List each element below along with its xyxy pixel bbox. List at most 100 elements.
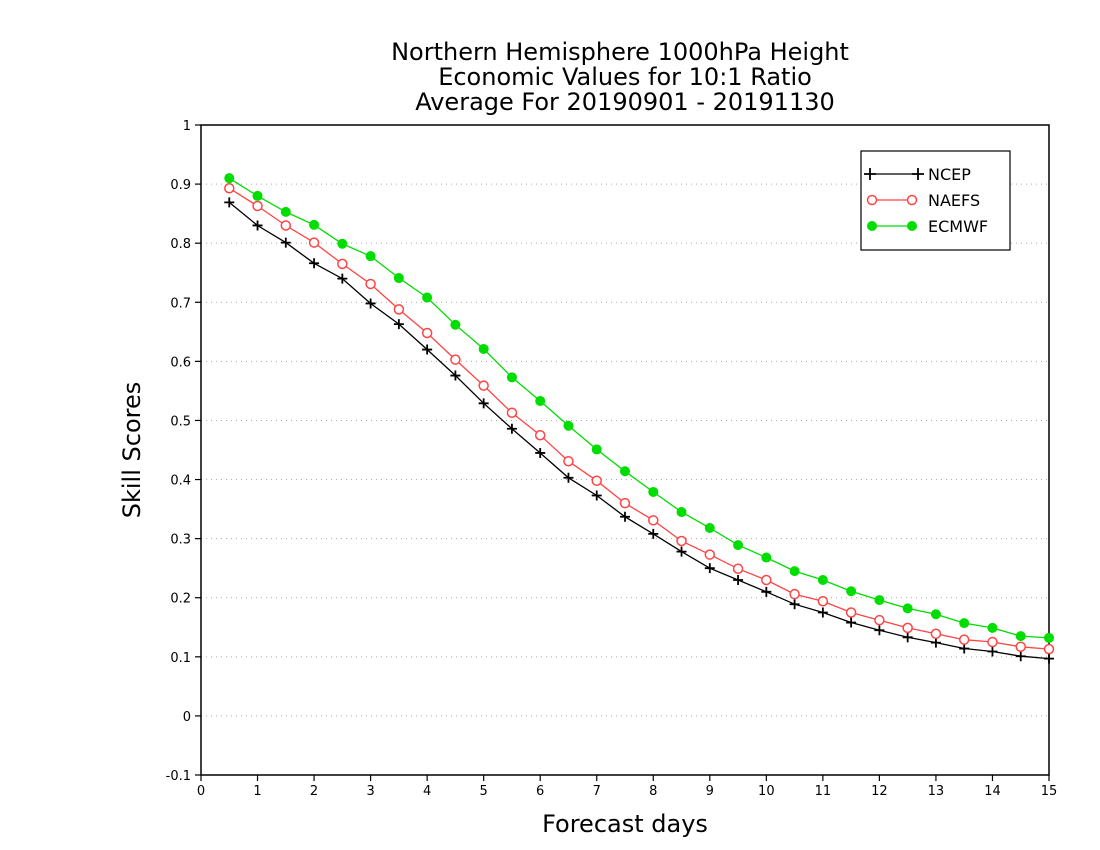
data-point-ncep xyxy=(591,490,602,501)
legend-label-ecmwf: ECMWF xyxy=(928,217,988,236)
data-point-ecmwf xyxy=(761,552,772,563)
data-point-naefs xyxy=(563,455,574,467)
legend-label-ncep: NCEP xyxy=(928,165,971,184)
data-point-ncep xyxy=(902,632,913,643)
data-point-naefs xyxy=(365,278,376,290)
gridlines xyxy=(201,183,1049,717)
data-point-ncep xyxy=(1044,653,1054,664)
data-point-naefs xyxy=(817,596,829,607)
data-point-ecmwf xyxy=(478,343,489,354)
data-point-naefs xyxy=(845,607,857,618)
data-point-ncep xyxy=(676,546,687,557)
data-point-ecmwf xyxy=(422,292,433,303)
y-tick-label: 0.2 xyxy=(170,592,191,607)
data-point-naefs xyxy=(761,574,772,586)
data-point-ecmwf xyxy=(846,586,857,597)
data-point-naefs xyxy=(732,563,744,575)
y-tick-label: 0.8 xyxy=(170,237,191,252)
data-point-naefs xyxy=(958,634,970,645)
data-point-ecmwf xyxy=(874,595,885,606)
data-point-ncep xyxy=(422,344,433,355)
data-point-ecmwf xyxy=(224,173,235,184)
y-tick-label: -0.1 xyxy=(166,769,191,784)
y-tick-label: 0.3 xyxy=(170,533,191,548)
data-point-ecmwf xyxy=(789,566,800,577)
data-point-naefs xyxy=(478,380,489,391)
data-point-ncep xyxy=(563,472,574,483)
data-point-ncep xyxy=(930,637,941,648)
data-point-ecmwf xyxy=(987,622,998,633)
data-point-ecmwf xyxy=(1044,632,1054,643)
data-point-ecmwf xyxy=(1015,631,1026,642)
data-point-ncep xyxy=(450,370,461,381)
data-point-naefs xyxy=(874,614,885,626)
data-point-naefs xyxy=(676,535,687,547)
data-point-ecmwf xyxy=(337,238,348,249)
data-point-ecmwf xyxy=(733,540,744,551)
data-point-ncep xyxy=(648,528,659,539)
data-point-ecmwf xyxy=(930,609,941,620)
data-point-ecmwf xyxy=(817,575,828,585)
x-tick-label: 11 xyxy=(815,784,832,799)
data-point-naefs xyxy=(252,200,263,212)
data-point-ecmwf xyxy=(535,395,546,406)
data-point-ncep xyxy=(817,607,828,618)
data-point-ncep xyxy=(280,237,291,248)
y-tick-label: 0.5 xyxy=(170,414,191,429)
x-tick-label: 9 xyxy=(706,784,714,799)
legend-label-naefs: NAEFS xyxy=(928,191,980,210)
data-point-naefs xyxy=(308,237,320,248)
data-point-naefs xyxy=(534,429,546,441)
chart-title-line-3: Average For 20190901 - 20191130 xyxy=(415,88,835,116)
data-point-ncep xyxy=(252,220,263,231)
data-point-naefs xyxy=(930,628,942,640)
data-point-naefs xyxy=(421,327,433,339)
legend-marker-ecmwf-right xyxy=(907,221,917,231)
data-point-ecmwf xyxy=(393,273,404,284)
x-tick-label: 14 xyxy=(984,784,1001,799)
data-point-ecmwf xyxy=(648,486,659,497)
data-point-ecmwf xyxy=(959,618,970,629)
x-tick-label: 4 xyxy=(423,784,431,799)
data-point-ncep xyxy=(478,398,489,409)
data-point-naefs xyxy=(1043,643,1055,655)
data-point-naefs xyxy=(591,475,602,486)
data-point-ncep xyxy=(1015,651,1026,662)
y-tick-label: 0.1 xyxy=(170,651,191,666)
legend-marker-ncep xyxy=(864,168,924,180)
x-tick-label: 8 xyxy=(649,784,657,799)
data-point-naefs xyxy=(1015,641,1026,653)
y-axis-title: Skill Scores xyxy=(118,382,146,519)
legend: NCEP NAEFS ECMWF xyxy=(860,150,1011,251)
data-point-naefs xyxy=(450,354,461,365)
data-point-naefs xyxy=(648,515,659,526)
x-tick-label: 3 xyxy=(366,784,374,799)
x-tick-label: 13 xyxy=(928,784,945,799)
data-point-ncep xyxy=(224,197,235,208)
data-point-naefs xyxy=(280,220,292,231)
x-tick-label: 6 xyxy=(536,784,544,799)
data-point-ecmwf xyxy=(280,206,291,217)
data-point-ncep xyxy=(959,643,970,654)
data-point-ncep xyxy=(846,617,857,628)
x-tick-label: 1 xyxy=(253,784,261,799)
x-tick-label: 10 xyxy=(758,784,775,799)
data-point-ncep xyxy=(620,511,630,522)
data-point-ecmwf xyxy=(902,603,913,614)
data-point-ecmwf xyxy=(506,372,517,383)
chart-title-line-1: Northern Hemisphere 1000hPa Height xyxy=(391,38,849,66)
data-point-naefs xyxy=(393,304,405,315)
data-point-naefs xyxy=(224,182,235,194)
data-point-naefs xyxy=(619,497,631,509)
data-point-ncep xyxy=(309,258,320,269)
data-point-ncep xyxy=(535,447,546,458)
data-point-ecmwf xyxy=(563,420,574,431)
x-tick-label: 2 xyxy=(310,784,318,799)
data-point-ncep xyxy=(365,298,376,309)
data-point-ncep xyxy=(337,273,348,284)
legend-marker-naefs-right xyxy=(906,194,918,206)
data-point-ecmwf xyxy=(365,251,376,262)
x-tick-label: 0 xyxy=(197,784,205,799)
